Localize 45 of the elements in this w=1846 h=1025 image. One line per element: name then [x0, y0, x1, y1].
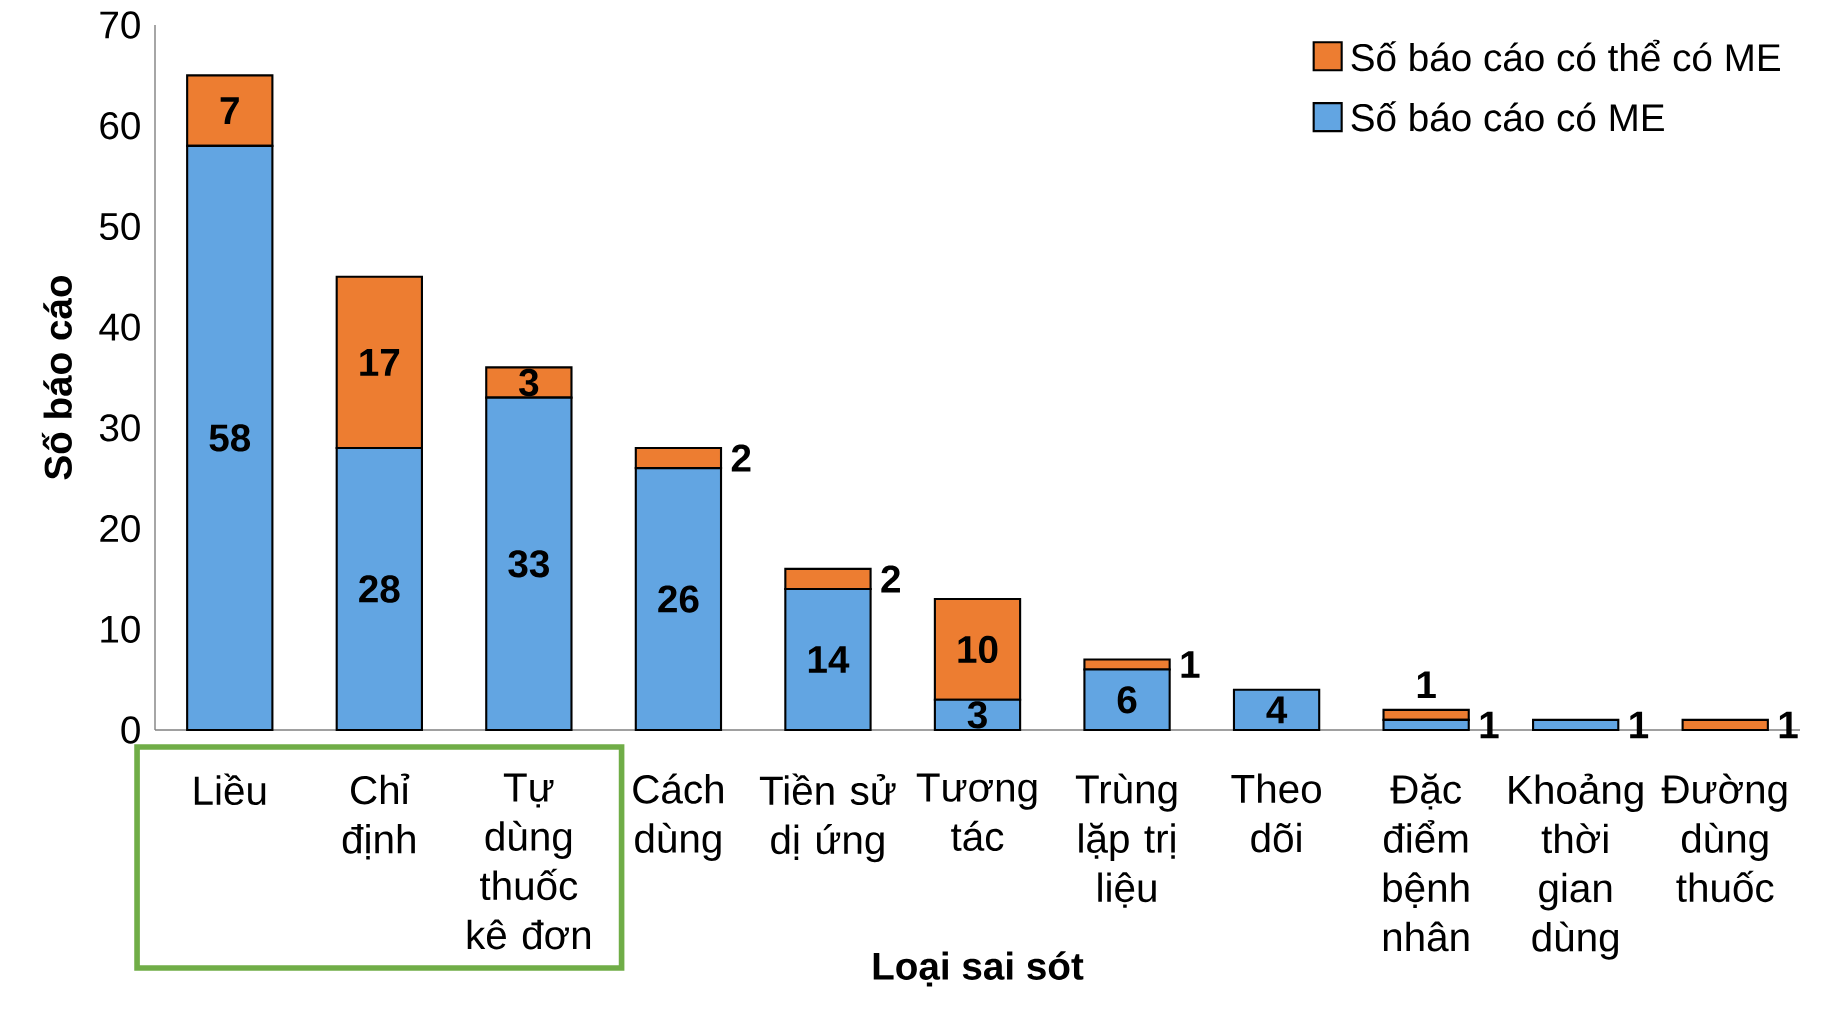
data-label: 2 — [731, 444, 751, 472]
data-label: 14 — [808, 646, 850, 673]
y-axis-title: Số báo cáo — [41, 275, 72, 480]
y-tick-label: 30 — [99, 414, 140, 442]
data-label: 4 — [1266, 696, 1288, 724]
bar — [1681, 718, 1769, 732]
x-tick-label: Theo dõi — [1231, 773, 1321, 853]
data-label: 1 — [1480, 711, 1499, 739]
data-label: 28 — [359, 575, 400, 603]
y-tick-label: 0 — [121, 716, 140, 744]
data-label: 10 — [958, 635, 998, 664]
x-tick-label: Tương tác — [916, 773, 1037, 851]
data-label: 26 — [658, 585, 699, 613]
data-label: 1 — [1417, 671, 1436, 698]
x-tick-label: Khoảng thời gian dùng — [1509, 773, 1643, 960]
y-tick-label: 70 — [100, 11, 140, 39]
data-label: 3 — [967, 701, 987, 729]
y-tick-label: 10 — [101, 615, 140, 643]
data-label: 3 — [519, 368, 539, 397]
data-label: 1 — [1630, 711, 1649, 739]
bar — [1232, 688, 1321, 732]
x-tick-label: Cách dùng — [633, 773, 723, 861]
x-tick-label: Tự dùng thuốc kê đơn — [467, 773, 591, 950]
data-label: 1 — [1181, 651, 1200, 678]
y-tick-label: 50 — [99, 212, 140, 241]
data-label: 1 — [1779, 711, 1798, 739]
data-label: 17 — [360, 349, 400, 376]
x-tick-label: Tiền sử dị ứng — [759, 773, 896, 863]
y-tick-label: 20 — [100, 514, 140, 543]
data-label: 7 — [220, 97, 239, 124]
y-tick-label: 60 — [100, 112, 140, 140]
y-tick-label: 40 — [99, 313, 140, 341]
x-tick-label: Trùng lặp trị liệu — [1075, 773, 1177, 908]
x-tick-label: Liều — [194, 773, 266, 806]
x-axis-title: Loại sai sót — [873, 951, 1084, 987]
data-label: 58 — [209, 424, 251, 452]
bar — [1532, 718, 1620, 732]
data-label: 33 — [508, 550, 549, 578]
x-tick-label: Chỉ định — [342, 773, 415, 860]
legend-label: Số báo cáo có ME — [1351, 101, 1664, 132]
data-label: 2 — [881, 565, 900, 593]
x-tick-label: Đặc điểm bệnh nhân — [1383, 773, 1469, 952]
x-tick-label: Đường dùng thuốc — [1661, 773, 1787, 903]
data-label: 6 — [1117, 686, 1137, 714]
legend-label: Số báo cáo có thể có ME — [1351, 39, 1780, 72]
